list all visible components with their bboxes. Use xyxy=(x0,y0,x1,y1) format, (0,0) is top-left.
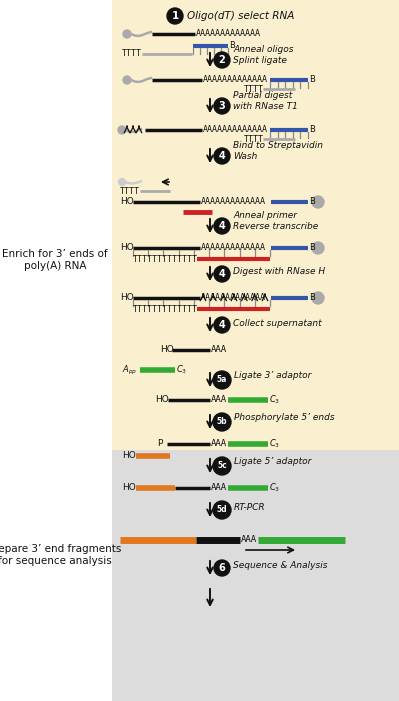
Text: Enrich for 3’ ends of
poly(A) RNA: Enrich for 3’ ends of poly(A) RNA xyxy=(2,249,108,271)
Text: Bind to Streptavidin
Wash: Bind to Streptavidin Wash xyxy=(233,142,323,161)
Circle shape xyxy=(214,266,230,282)
Text: Oligo(dT) select RNA: Oligo(dT) select RNA xyxy=(187,11,294,21)
Text: TTTT: TTTT xyxy=(120,186,140,196)
Text: TTTT: TTTT xyxy=(244,135,264,144)
Text: 6: 6 xyxy=(219,563,225,573)
Circle shape xyxy=(312,292,324,304)
Text: HO: HO xyxy=(120,294,134,303)
Text: Prepare 3’ end fragments
for sequence analysis: Prepare 3’ end fragments for sequence an… xyxy=(0,544,122,566)
Text: B: B xyxy=(309,294,315,303)
Text: B: B xyxy=(309,198,315,207)
Text: 5d: 5d xyxy=(217,505,227,515)
Text: Digest with RNase H: Digest with RNase H xyxy=(233,268,325,276)
Text: AAA: AAA xyxy=(241,536,257,545)
Text: HO: HO xyxy=(120,198,134,207)
Text: AAAAAAAAAAAAA: AAAAAAAAAAAAA xyxy=(201,243,266,252)
Text: Anneal oligos
Splint ligate: Anneal oligos Splint ligate xyxy=(233,46,294,64)
Text: TTTTTTTTTTTTT: TTTTTTTTTTTTT xyxy=(133,304,198,313)
Text: 5a: 5a xyxy=(217,376,227,385)
Circle shape xyxy=(119,179,126,186)
Text: B: B xyxy=(309,76,315,85)
Text: Anneal primer
Reverse transcribe: Anneal primer Reverse transcribe xyxy=(233,211,318,231)
Circle shape xyxy=(312,242,324,254)
Text: AAA: AAA xyxy=(211,346,227,355)
Text: Collect supernatant: Collect supernatant xyxy=(233,318,322,327)
Bar xyxy=(112,450,399,701)
Text: HO: HO xyxy=(160,346,174,355)
Text: $C_3$: $C_3$ xyxy=(269,437,280,450)
Text: AAA: AAA xyxy=(211,484,227,493)
Text: AAAAAAAAAAAAA: AAAAAAAAAAAAA xyxy=(203,76,268,85)
Text: P: P xyxy=(157,440,162,449)
Text: TTTT: TTTT xyxy=(122,50,142,58)
Circle shape xyxy=(214,98,230,114)
Text: AAAAAAAAAAAAA: AAAAAAAAAAAAA xyxy=(203,125,268,135)
Circle shape xyxy=(312,196,324,208)
Text: B: B xyxy=(309,125,315,135)
Text: AAA: AAA xyxy=(211,395,227,404)
Text: 5c: 5c xyxy=(217,461,227,470)
Text: HO: HO xyxy=(120,243,134,252)
Text: AAAAAAAAAAAAA: AAAAAAAAAAAAA xyxy=(201,294,266,303)
Text: 4: 4 xyxy=(219,151,225,161)
Text: $A_{pp}$: $A_{pp}$ xyxy=(122,363,137,376)
Circle shape xyxy=(213,413,231,431)
Text: AAAAAAAAAAAAA: AAAAAAAAAAAAA xyxy=(201,198,266,207)
Text: Sequence & Analysis: Sequence & Analysis xyxy=(233,562,328,571)
Text: HO: HO xyxy=(155,395,169,404)
Circle shape xyxy=(214,52,230,68)
Text: HO: HO xyxy=(122,484,136,493)
Circle shape xyxy=(213,371,231,389)
Circle shape xyxy=(123,76,131,84)
Circle shape xyxy=(123,30,131,38)
Text: TTTT: TTTT xyxy=(244,85,264,93)
Text: $C_3$: $C_3$ xyxy=(176,364,187,376)
Text: B: B xyxy=(229,41,235,50)
Text: TTTTTTTTTTTTT: TTTTTTTTTTTTT xyxy=(133,254,198,264)
Circle shape xyxy=(214,317,230,333)
Circle shape xyxy=(213,501,231,519)
Bar xyxy=(112,0,399,450)
Text: RT-PCR: RT-PCR xyxy=(234,503,266,512)
Circle shape xyxy=(214,560,230,576)
Circle shape xyxy=(214,148,230,164)
Text: 5b: 5b xyxy=(217,418,227,426)
Text: $C_3$: $C_3$ xyxy=(269,482,280,494)
Text: B: B xyxy=(309,243,315,252)
Circle shape xyxy=(118,126,126,134)
Text: 3: 3 xyxy=(219,101,225,111)
Text: HO: HO xyxy=(122,451,136,461)
Text: Phosphorylate 5’ ends: Phosphorylate 5’ ends xyxy=(234,414,335,423)
Text: 4: 4 xyxy=(219,269,225,279)
Circle shape xyxy=(213,457,231,475)
Text: $C_3$: $C_3$ xyxy=(269,394,280,407)
Circle shape xyxy=(214,218,230,234)
Text: 4: 4 xyxy=(219,221,225,231)
Text: 1: 1 xyxy=(172,11,179,21)
Text: Partial digest
with RNase T1: Partial digest with RNase T1 xyxy=(233,91,298,111)
Circle shape xyxy=(167,8,183,24)
Text: Ligate 5’ adaptor: Ligate 5’ adaptor xyxy=(234,456,311,465)
Text: Ligate 3’ adaptor: Ligate 3’ adaptor xyxy=(234,371,311,379)
Text: AAAAAAAAAAAAA: AAAAAAAAAAAAA xyxy=(196,29,261,39)
Text: 2: 2 xyxy=(219,55,225,65)
Text: 4: 4 xyxy=(219,320,225,330)
Text: AAA: AAA xyxy=(211,440,227,449)
